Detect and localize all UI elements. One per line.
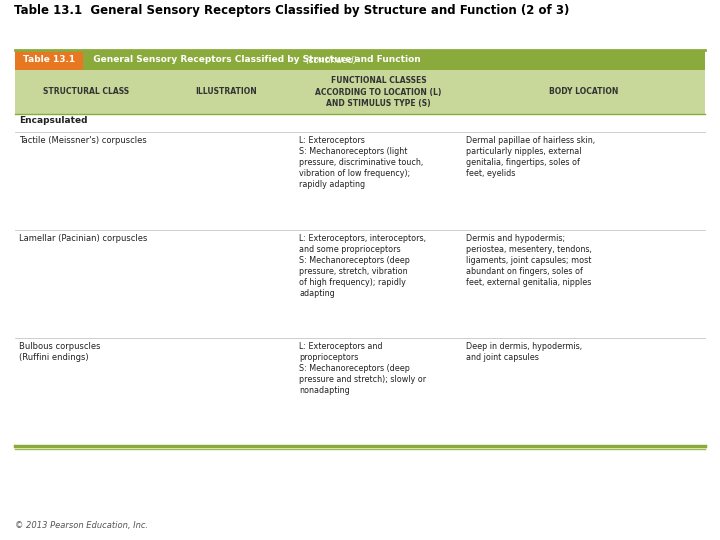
Text: Dermis and hypodermis;
periostea, mesentery, tendons,
ligaments, joint capsules;: Dermis and hypodermis; periostea, mesent… bbox=[466, 234, 592, 287]
Bar bbox=[15, 132, 705, 230]
Text: BODY LOCATION: BODY LOCATION bbox=[549, 87, 618, 97]
Bar bbox=[15, 50, 705, 70]
Text: FUNCTIONAL CLASSES
ACCORDING TO LOCATION (L)
AND STIMULUS TYPE (S): FUNCTIONAL CLASSES ACCORDING TO LOCATION… bbox=[315, 76, 441, 107]
Text: Tactile (Meissner's) corpuscles: Tactile (Meissner's) corpuscles bbox=[19, 136, 147, 145]
Bar bbox=[15, 230, 705, 338]
Text: ILLUSTRATION: ILLUSTRATION bbox=[196, 87, 257, 97]
Bar bbox=[15, 50, 83, 70]
Text: Deep in dermis, hypodermis,
and joint capsules: Deep in dermis, hypodermis, and joint ca… bbox=[466, 342, 582, 362]
Text: Table 13.1: Table 13.1 bbox=[23, 56, 75, 64]
Text: L: Exteroceptors
S: Mechanoreceptors (light
pressure, discriminative touch,
vibr: L: Exteroceptors S: Mechanoreceptors (li… bbox=[299, 136, 423, 190]
Text: Encapsulated: Encapsulated bbox=[19, 116, 88, 125]
Text: Bulbous corpuscles
(Ruffini endings): Bulbous corpuscles (Ruffini endings) bbox=[19, 342, 101, 362]
Text: STRUCTURAL CLASS: STRUCTURAL CLASS bbox=[43, 87, 130, 97]
Text: Table 13.1  General Sensory Receptors Classified by Structure and Function (2 of: Table 13.1 General Sensory Receptors Cla… bbox=[14, 4, 570, 17]
Bar bbox=[15, 70, 705, 114]
Bar bbox=[15, 338, 705, 446]
Text: Dermal papillae of hairless skin,
particularly nipples, external
genitalia, fing: Dermal papillae of hairless skin, partic… bbox=[466, 136, 595, 178]
Text: Lamellar (Pacinian) corpuscles: Lamellar (Pacinian) corpuscles bbox=[19, 234, 148, 243]
Text: L: Exteroceptors, interoceptors,
and some proprioceptors
S: Mechanoreceptors (de: L: Exteroceptors, interoceptors, and som… bbox=[299, 234, 426, 299]
Text: © 2013 Pearson Education, Inc.: © 2013 Pearson Education, Inc. bbox=[15, 521, 148, 530]
Text: General Sensory Receptors Classified by Structure and Function: General Sensory Receptors Classified by … bbox=[87, 56, 424, 64]
Text: (continued): (continued) bbox=[305, 56, 357, 64]
Text: L: Exteroceptors and
proprioceptors
S: Mechanoreceptors (deep
pressure and stret: L: Exteroceptors and proprioceptors S: M… bbox=[299, 342, 426, 395]
